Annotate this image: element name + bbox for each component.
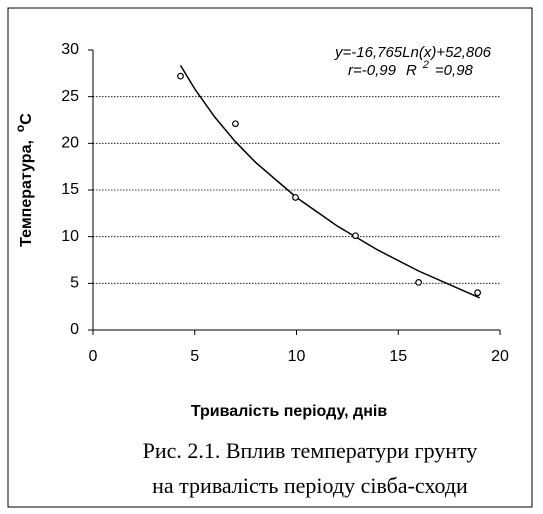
y-tick-label: 15 (61, 181, 79, 198)
r-text: r=-0,99 R 2 =0,98 (348, 59, 474, 79)
x-tick-label: 5 (190, 348, 199, 365)
data-point (177, 72, 184, 80)
trend-line (179, 65, 480, 299)
data-point (415, 279, 423, 286)
r2-value: =0,98 (435, 62, 474, 79)
r2-sup: 2 (422, 59, 429, 71)
y-tick-label: 0 (70, 321, 79, 338)
y-tick-label: 10 (61, 228, 79, 245)
data-point (232, 120, 239, 128)
r2-base: R (406, 62, 417, 79)
x-tick-label: 20 (491, 348, 509, 365)
equation: y=-16,765Ln(x)+52,806 (334, 44, 492, 61)
y-axis-label: Температура, oC (13, 113, 35, 247)
x-axis-label: Тривалість періоду, днів (191, 403, 387, 420)
r-value: r=-0,99 (348, 62, 397, 79)
y-tick-label: 5 (70, 275, 79, 292)
data-point (474, 289, 482, 297)
y-label-sup: o (13, 125, 27, 132)
x-tick-label: 0 (89, 348, 98, 365)
y-tick-label: 25 (61, 88, 79, 105)
frame (7, 7, 533, 508)
y-tick-label: 20 (61, 135, 79, 152)
x-tick-label: 10 (288, 348, 306, 365)
data-point (292, 194, 299, 201)
y-label-text: Температура, (18, 140, 35, 247)
y-tick-label: 30 (61, 41, 79, 58)
caption-line: Рис. 2.1. Вплив температури грунту (143, 438, 478, 463)
x-tick-label: 15 (389, 348, 407, 365)
caption-line: на тривалість періоду сівба-сходи (152, 473, 468, 498)
data-point (352, 232, 359, 240)
y-label-unit: C (18, 113, 35, 125)
